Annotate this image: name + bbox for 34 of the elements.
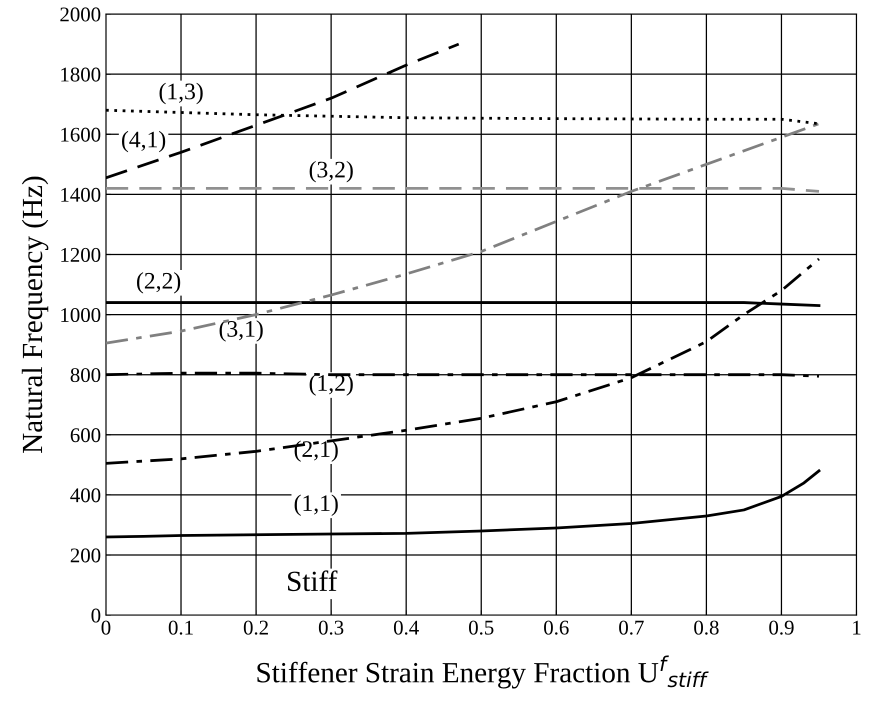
x-tick-label: 0.6 (544, 620, 569, 635)
x-tick-label: 0.4 (394, 620, 419, 635)
x-tick-label: 0 (102, 620, 110, 635)
y-tick-label: 2000 (60, 7, 100, 22)
series-label: (1,3) (160, 82, 203, 104)
x-tick-label: 0.9 (769, 620, 794, 635)
series-label: (3,1) (220, 320, 263, 342)
x-tick-label: 0.8 (694, 620, 719, 635)
y-tick-label: 800 (70, 368, 100, 382)
y-tick-label: 200 (70, 548, 100, 562)
x-tick-label: 0.2 (244, 620, 268, 635)
x-tick-label: 0.1 (168, 620, 193, 635)
y-tick-label: 400 (70, 488, 100, 502)
y-tick-label: 1200 (61, 248, 100, 262)
y-axis-title: Natural Frequency (Hz) (22, 176, 48, 454)
series-label: (1,2) (310, 374, 353, 396)
y-tick-label: 1000 (61, 308, 100, 322)
x-tick-label: 0.7 (619, 620, 644, 635)
annotation: Stiff (288, 570, 338, 592)
series-label: (4,1) (122, 130, 166, 152)
y-tick-label: 0 (91, 608, 100, 623)
y-tick-label: 1400 (61, 188, 100, 202)
y-tick-label: 600 (70, 428, 100, 442)
line-series (106, 122, 820, 345)
series-label: (2,1) (294, 440, 338, 462)
x-axis-title: Stiffener Strain Energy Fraction U$^{f}$$_{stiff}$ (257, 656, 709, 689)
x-tick-label: 0.3 (318, 620, 344, 635)
series-label: (1,1) (294, 494, 338, 516)
y-tick-label: 1800 (61, 68, 100, 82)
y-tick-label: 1600 (61, 128, 100, 142)
x-tick-label: 1 (853, 620, 860, 634)
series-label: (3,2) (310, 160, 353, 182)
x-tick-label: 0.5 (469, 620, 494, 635)
series-label: (2,2) (137, 272, 180, 294)
